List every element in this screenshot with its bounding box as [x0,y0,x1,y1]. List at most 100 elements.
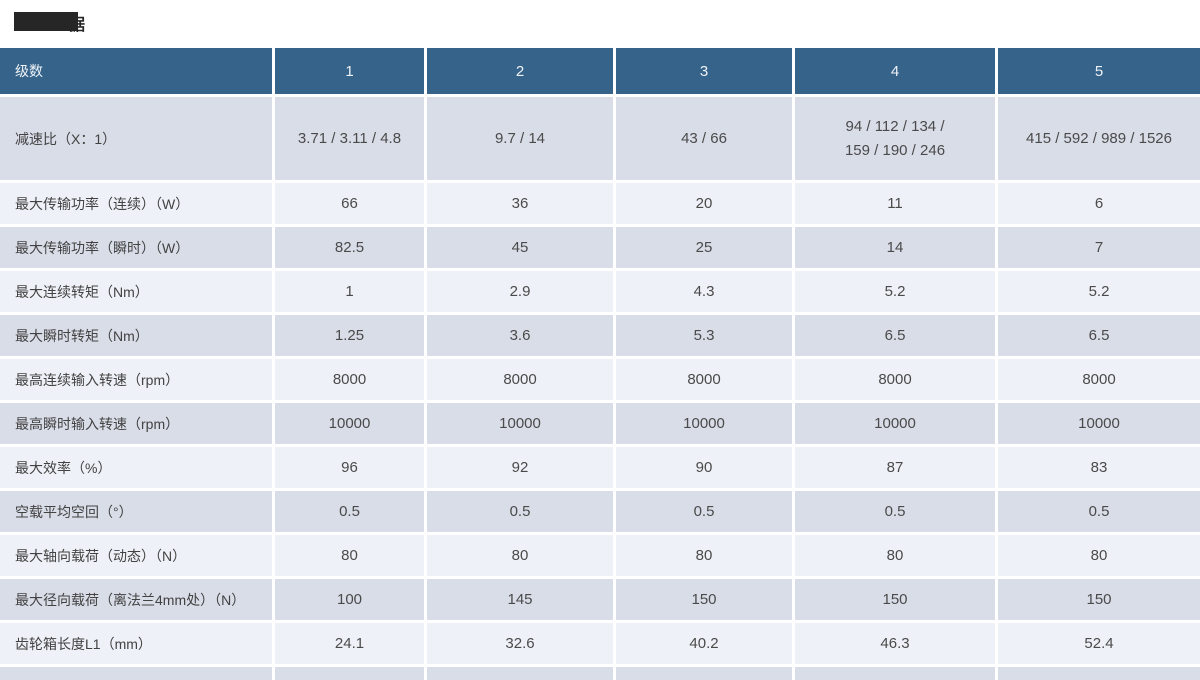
cell: 150 [795,579,995,620]
table-row-reduction-ratio: 减速比（X：1） 3.71 / 3.11 / 4.8 9.7 / 14 43 /… [0,97,1200,180]
cell: 8000 [427,359,613,400]
cell: 4.3 [616,271,792,312]
cell: 10000 [795,403,995,444]
header-label-stages: 级数 [0,48,272,94]
header-col-4: 4 [795,48,995,94]
cell: 45 [427,227,613,268]
table-row-max-efficiency: 最大效率（%） 96 92 90 87 83 [0,447,1200,488]
header-col-5: 5 [998,48,1200,94]
cell: 14 [795,227,995,268]
cell: 6 [998,183,1200,224]
spec-table-container: 级数 1 2 3 4 5 减速比（X：1） 3.71 / 3.11 / 4.8 … [0,48,1200,680]
cell: 3.6 [427,315,613,356]
cell: 8000 [616,359,792,400]
cell: 68 [275,667,424,680]
cell: 0.5 [616,491,792,532]
cell: 24.1 [275,623,424,664]
cell: 2.9 [427,271,613,312]
table-row-max-power-continuous: 最大传输功率（连续）（W） 66 36 20 11 6 [0,183,1200,224]
cell: 92 [427,447,613,488]
table-row-no-load-backlash: 空载平均空回（°） 0.5 0.5 0.5 0.5 0.5 [0,491,1200,532]
cell: 8000 [275,359,424,400]
cell: 80 [616,535,792,576]
spec-table: 级数 1 2 3 4 5 减速比（X：1） 3.71 / 3.11 / 4.8 … [0,48,1200,680]
cell: 6.5 [795,315,995,356]
row-label: 最大效率（%） [0,447,272,488]
row-label: 最大瞬时转矩（Nm） [0,315,272,356]
cell: 8000 [795,359,995,400]
cell: 0.5 [998,491,1200,532]
cell: 82.5 [275,227,424,268]
cell: 8000 [998,359,1200,400]
header-col-1: 1 [275,48,424,94]
header-col-3: 3 [616,48,792,94]
cell: 43 / 66 [616,97,792,180]
page-header: 据 [0,0,1200,48]
cell: 40.2 [616,623,792,664]
cell: 25 [616,227,792,268]
header-col-2: 2 [427,48,613,94]
cell: 5.2 [998,271,1200,312]
title-redaction-bar [14,12,78,31]
table-row-gearbox-length: 齿轮箱长度L1（mm） 24.1 32.6 40.2 46.3 52.4 [0,623,1200,664]
cell: 36 [427,183,613,224]
cell: 0.5 [795,491,995,532]
cell: 0.5 [275,491,424,532]
row-label: 最大连续转矩（Nm） [0,271,272,312]
table-row-max-continuous-input-speed: 最高连续输入转速（rpm） 8000 8000 8000 8000 8000 [0,359,1200,400]
cell: 3.71 / 3.11 / 4.8 [275,97,424,180]
row-label: 重量（G） [0,667,272,680]
cell: 20 [616,183,792,224]
cell: 32.6 [427,623,613,664]
table-row-max-continuous-torque: 最大连续转矩（Nm） 1 2.9 4.3 5.2 5.2 [0,271,1200,312]
row-label: 最高连续输入转速（rpm） [0,359,272,400]
table-row-max-radial-load: 最大径向载荷（离法兰4mm处）（N） 100 145 150 150 150 [0,579,1200,620]
cell: 5.2 [795,271,995,312]
cell: 10000 [427,403,613,444]
cell: 1 [275,271,424,312]
row-label: 最大轴向载荷（动态）（N） [0,535,272,576]
row-label: 最大传输功率（瞬时）（W） [0,227,272,268]
cell: 66 [275,183,424,224]
cell: 5.3 [616,315,792,356]
cell: 415 / 592 / 989 / 1526 [998,97,1200,180]
cell: 11 [795,183,995,224]
cell: 87 [795,447,995,488]
row-label: 减速比（X：1） [0,97,272,180]
row-label: 齿轮箱长度L1（mm） [0,623,272,664]
cell: 76 [616,667,792,680]
cell: 1.25 [275,315,424,356]
cell: 10000 [275,403,424,444]
cell: 94 / 112 / 134 / 159 / 190 / 246 [795,97,995,180]
row-label: 空载平均空回（°） [0,491,272,532]
cell: 96 [275,447,424,488]
cell: 80 [275,535,424,576]
cell: 83 [998,447,1200,488]
cell: 80 [795,535,995,576]
cell: 9.7 / 14 [427,97,613,180]
cell: 0.5 [427,491,613,532]
cell: 7 [998,227,1200,268]
cell: 90 [616,447,792,488]
cell: 52.4 [998,623,1200,664]
table-row-max-axial-load: 最大轴向载荷（动态）（N） 80 80 80 80 80 [0,535,1200,576]
row-label: 最高瞬时输入转速（rpm） [0,403,272,444]
row-label: 最大传输功率（连续）（W） [0,183,272,224]
cell: 102 [998,667,1200,680]
table-row-max-instant-input-speed: 最高瞬时输入转速（rpm） 10000 10000 10000 10000 10… [0,403,1200,444]
cell: 46.3 [795,623,995,664]
cell: 6.5 [998,315,1200,356]
cell: 145 [427,579,613,620]
cell: 100 [275,579,424,620]
table-row-weight: 重量（G） 68 63 76 88 102 [0,667,1200,680]
table-row-max-instant-torque: 最大瞬时转矩（Nm） 1.25 3.6 5.3 6.5 6.5 [0,315,1200,356]
table-row-max-power-instant: 最大传输功率（瞬时）（W） 82.5 45 25 14 7 [0,227,1200,268]
cell: 80 [427,535,613,576]
row-label: 最大径向载荷（离法兰4mm处）（N） [0,579,272,620]
cell: 63 [427,667,613,680]
header-row: 级数 1 2 3 4 5 [0,48,1200,94]
cell: 88 [795,667,995,680]
cell: 150 [998,579,1200,620]
cell: 10000 [998,403,1200,444]
cell: 80 [998,535,1200,576]
